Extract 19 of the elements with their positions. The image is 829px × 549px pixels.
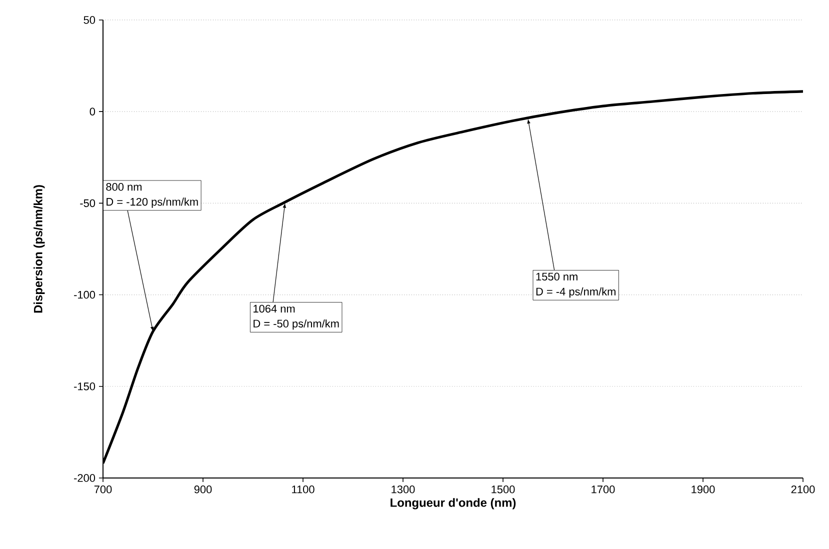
y-tick-label: -150	[74, 382, 96, 390]
annotation: 800 nm D = -120 ps/nm/km	[106, 182, 198, 208]
y-tick-label: 0	[90, 108, 96, 116]
y-tick-label: 50	[84, 16, 96, 24]
x-tick-label: 1700	[592, 486, 615, 494]
y-tick-label: -200	[74, 474, 96, 482]
y-tick-label: -100	[74, 290, 96, 299]
x-tick-label: 900	[194, 486, 212, 494]
y-tick-label: -50	[80, 199, 96, 208]
x-tick-label: 1900	[692, 486, 715, 494]
x-tick-label: 1500	[492, 486, 515, 494]
x-tick-label: 700	[94, 486, 112, 494]
x-tick-label: 2100	[791, 486, 815, 494]
annotation: 1064 nm D = -50 ps/nm/km	[254, 304, 339, 330]
x-tick-label: 1100	[292, 486, 314, 494]
x-tick-label: 1300	[392, 486, 415, 494]
annotation: 1550 nm D = -4 ps/nm/km	[536, 272, 616, 298]
y-axis-title: Dispersion (ps/nm/km)	[34, 185, 45, 313]
x-axis-title: Longueur d'onde (nm)	[390, 498, 516, 510]
